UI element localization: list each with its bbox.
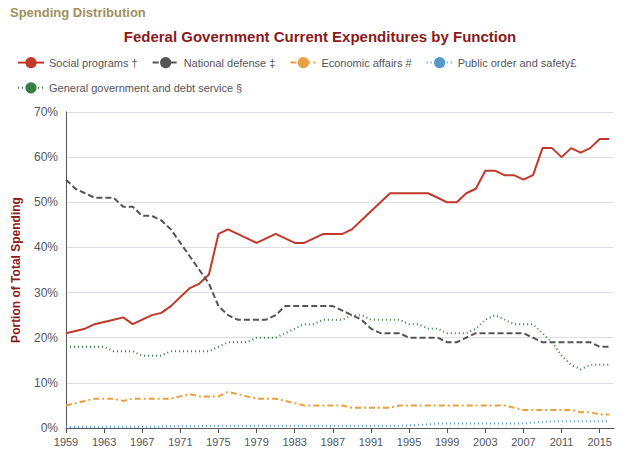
- svg-text:Social programs †: Social programs †: [49, 57, 138, 69]
- svg-text:1971: 1971: [168, 436, 192, 448]
- svg-text:1987: 1987: [321, 436, 345, 448]
- svg-text:30%: 30%: [34, 286, 58, 300]
- svg-text:2007: 2007: [511, 436, 535, 448]
- svg-text:Portion of Total Spending: Portion of Total Spending: [9, 197, 23, 343]
- svg-text:1995: 1995: [397, 436, 421, 448]
- svg-text:2003: 2003: [473, 436, 497, 448]
- svg-text:1967: 1967: [130, 436, 154, 448]
- svg-text:70%: 70%: [34, 105, 58, 119]
- svg-text:National defense ‡: National defense ‡: [184, 57, 276, 69]
- svg-text:General government and debt se: General government and debt service §: [49, 82, 242, 94]
- svg-text:1983: 1983: [282, 436, 306, 448]
- svg-text:Spending Distribution: Spending Distribution: [10, 5, 146, 20]
- svg-text:Economic affairs #: Economic affairs #: [321, 57, 412, 69]
- svg-text:50%: 50%: [34, 195, 58, 209]
- svg-text:10%: 10%: [34, 376, 58, 390]
- svg-text:40%: 40%: [34, 240, 58, 254]
- svg-text:1959: 1959: [54, 436, 78, 448]
- svg-text:1975: 1975: [206, 436, 230, 448]
- svg-text:20%: 20%: [34, 331, 58, 345]
- svg-text:1991: 1991: [359, 436, 383, 448]
- svg-text:1979: 1979: [244, 436, 268, 448]
- svg-text:0%: 0%: [41, 421, 59, 435]
- svg-text:Federal Government Current Exp: Federal Government Current Expenditures …: [124, 28, 517, 45]
- svg-text:1999: 1999: [435, 436, 459, 448]
- svg-text:2011: 2011: [550, 436, 574, 448]
- svg-text:60%: 60%: [34, 150, 58, 164]
- svg-text:Public order and safety£: Public order and safety£: [458, 57, 577, 69]
- svg-text:1963: 1963: [92, 436, 116, 448]
- svg-text:2015: 2015: [587, 436, 611, 448]
